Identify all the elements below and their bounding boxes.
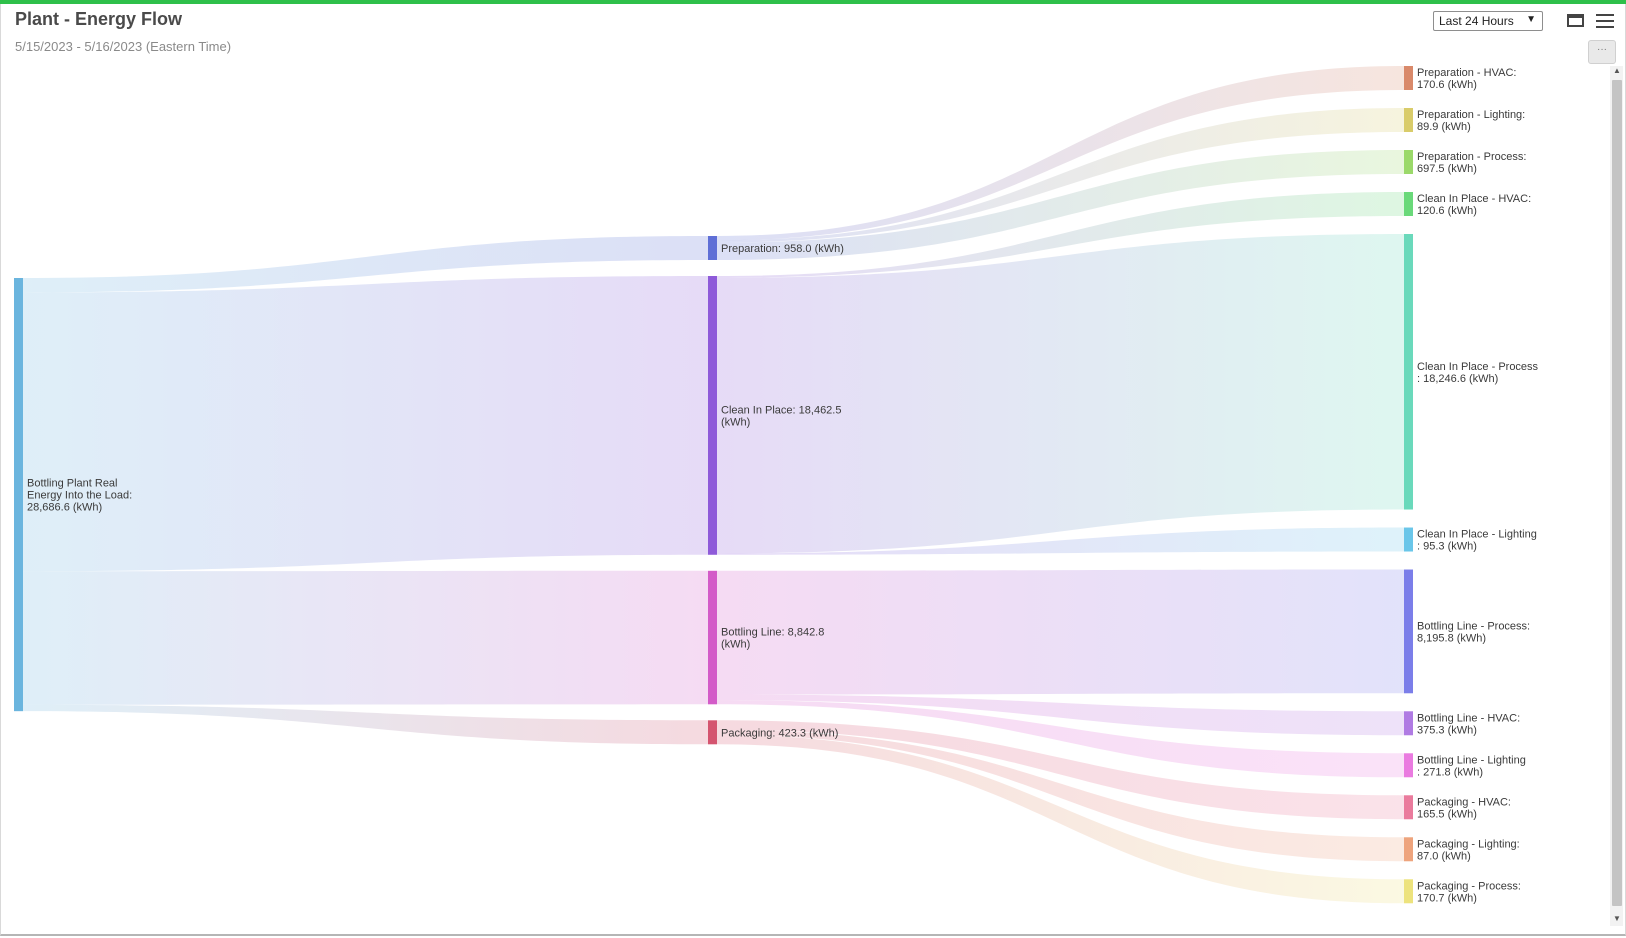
sankey-node-prep_light[interactable] (1404, 108, 1413, 132)
sankey-node-prep_proc[interactable] (1404, 150, 1413, 174)
sankey-label-cip: Clean In Place: 18,462.5 (kWh) (721, 404, 841, 428)
sankey-link-cip-cip_hvac[interactable] (717, 192, 1404, 278)
sankey-label-bl_hvac: Bottling Line - HVAC: 375.3 (kWh) (1417, 712, 1520, 736)
window-icon[interactable] (1567, 14, 1584, 27)
sankey-label-total: Bottling Plant Real Energy Into the Load:… (27, 478, 132, 514)
sankey-link-pkg-pkg_light[interactable] (717, 729, 1404, 862)
time-range-select[interactable]: Last 24 Hours ▼ (1433, 11, 1543, 31)
sankey-link-total-bl[interactable] (23, 570, 708, 705)
sankey-link-bl-bl_hvac[interactable] (717, 694, 1404, 736)
sankey-labels: Bottling Plant Real Energy Into the Load:… (27, 67, 1539, 904)
sankey-link-cip-cip_proc[interactable] (717, 234, 1404, 554)
sankey-label-cip_proc: Clean In Place - Process: 18,246.6 (kWh) (1417, 361, 1539, 385)
sankey-node-cip_hvac[interactable] (1404, 192, 1413, 216)
sankey-node-bl_hvac[interactable] (1404, 711, 1413, 736)
chevron-down-icon: ▼ (1526, 14, 1536, 25)
sankey-link-prep-prep_light[interactable] (717, 108, 1404, 243)
sankey-node-pkg_proc[interactable] (1404, 879, 1413, 904)
sankey-link-pkg-pkg_proc[interactable] (717, 734, 1404, 904)
sankey-link-pkg-pkg_hvac[interactable] (717, 720, 1404, 820)
sankey-label-prep: Preparation: 958.0 (kWh) (721, 243, 844, 255)
sankey-label-bl_proc: Bottling Line - Process: 8,195.8 (kWh) (1417, 620, 1530, 644)
sankey-node-prep_hvac[interactable] (1404, 66, 1413, 90)
sankey-label-bl_light: Bottling Line - Lighting: 271.8 (kWh) (1417, 754, 1526, 778)
sankey-link-total-pkg[interactable] (23, 704, 708, 745)
sankey-label-pkg_hvac: Packaging - HVAC: 165.5 (kWh) (1417, 796, 1511, 820)
scrollbar-thumb[interactable] (1612, 80, 1622, 906)
sankey-node-pkg_light[interactable] (1404, 837, 1413, 862)
sankey-node-bl_light[interactable] (1404, 753, 1413, 778)
scroll-up-icon[interactable]: ▲ (1613, 66, 1621, 75)
sankey-link-total-cip[interactable] (23, 276, 708, 572)
sankey-node-cip_proc[interactable] (1404, 234, 1413, 510)
sankey-link-cip-cip_light[interactable] (717, 527, 1404, 555)
sankey-nodes (14, 66, 1413, 904)
sankey-label-pkg_proc: Packaging - Process: 170.7 (kWh) (1417, 880, 1521, 904)
sankey-node-bl_proc[interactable] (1404, 569, 1413, 694)
sankey-link-prep-prep_hvac[interactable] (717, 66, 1404, 241)
sankey-label-cip_light: Clean In Place - Lighting: 95.3 (kWh) (1417, 529, 1537, 553)
sankey-node-pkg[interactable] (708, 720, 717, 745)
sankey-link-bl-bl_proc[interactable] (717, 569, 1404, 695)
sankey-node-cip_light[interactable] (1404, 527, 1413, 552)
scroll-down-icon[interactable]: ▼ (1613, 914, 1621, 923)
sankey-label-bl: Bottling Line: 8,842.8 (kWh) (721, 627, 824, 651)
status-accent-bar (0, 0, 1626, 4)
hamburger-menu-icon[interactable] (1596, 14, 1614, 28)
sankey-label-prep_hvac: Preparation - HVAC: 170.6 (kWh) (1417, 67, 1516, 91)
sankey-node-pkg_hvac[interactable] (1404, 795, 1413, 820)
sankey-node-prep[interactable] (708, 236, 717, 260)
sankey-node-total[interactable] (14, 278, 23, 712)
sankey-node-bl[interactable] (708, 570, 717, 705)
sankey-label-pkg: Packaging: 423.3 (kWh) (721, 727, 838, 739)
more-options-icon[interactable]: ··· (1588, 40, 1616, 64)
date-range-text: 5/15/2023 - 5/16/2023 (Eastern Time) (15, 39, 232, 54)
sankey-label-prep_proc: Preparation - Process: 697.5 (kWh) (1417, 151, 1526, 175)
sankey-link-prep-prep_proc[interactable] (717, 150, 1404, 260)
sankey-label-prep_light: Preparation - Lighting: 89.9 (kWh) (1417, 109, 1525, 133)
time-range-value: Last 24 Hours (1439, 14, 1514, 28)
sankey-links (23, 66, 1404, 904)
sankey-label-cip_hvac: Clean In Place - HVAC: 120.6 (kWh) (1417, 193, 1531, 217)
sankey-label-pkg_light: Packaging - Lighting: 87.0 (kWh) (1417, 838, 1520, 862)
sankey-link-total-prep[interactable] (23, 236, 708, 293)
sankey-link-bl-bl_light[interactable] (717, 700, 1404, 778)
page-title: Plant - Energy Flow (15, 9, 183, 29)
sankey-node-cip[interactable] (708, 276, 717, 555)
